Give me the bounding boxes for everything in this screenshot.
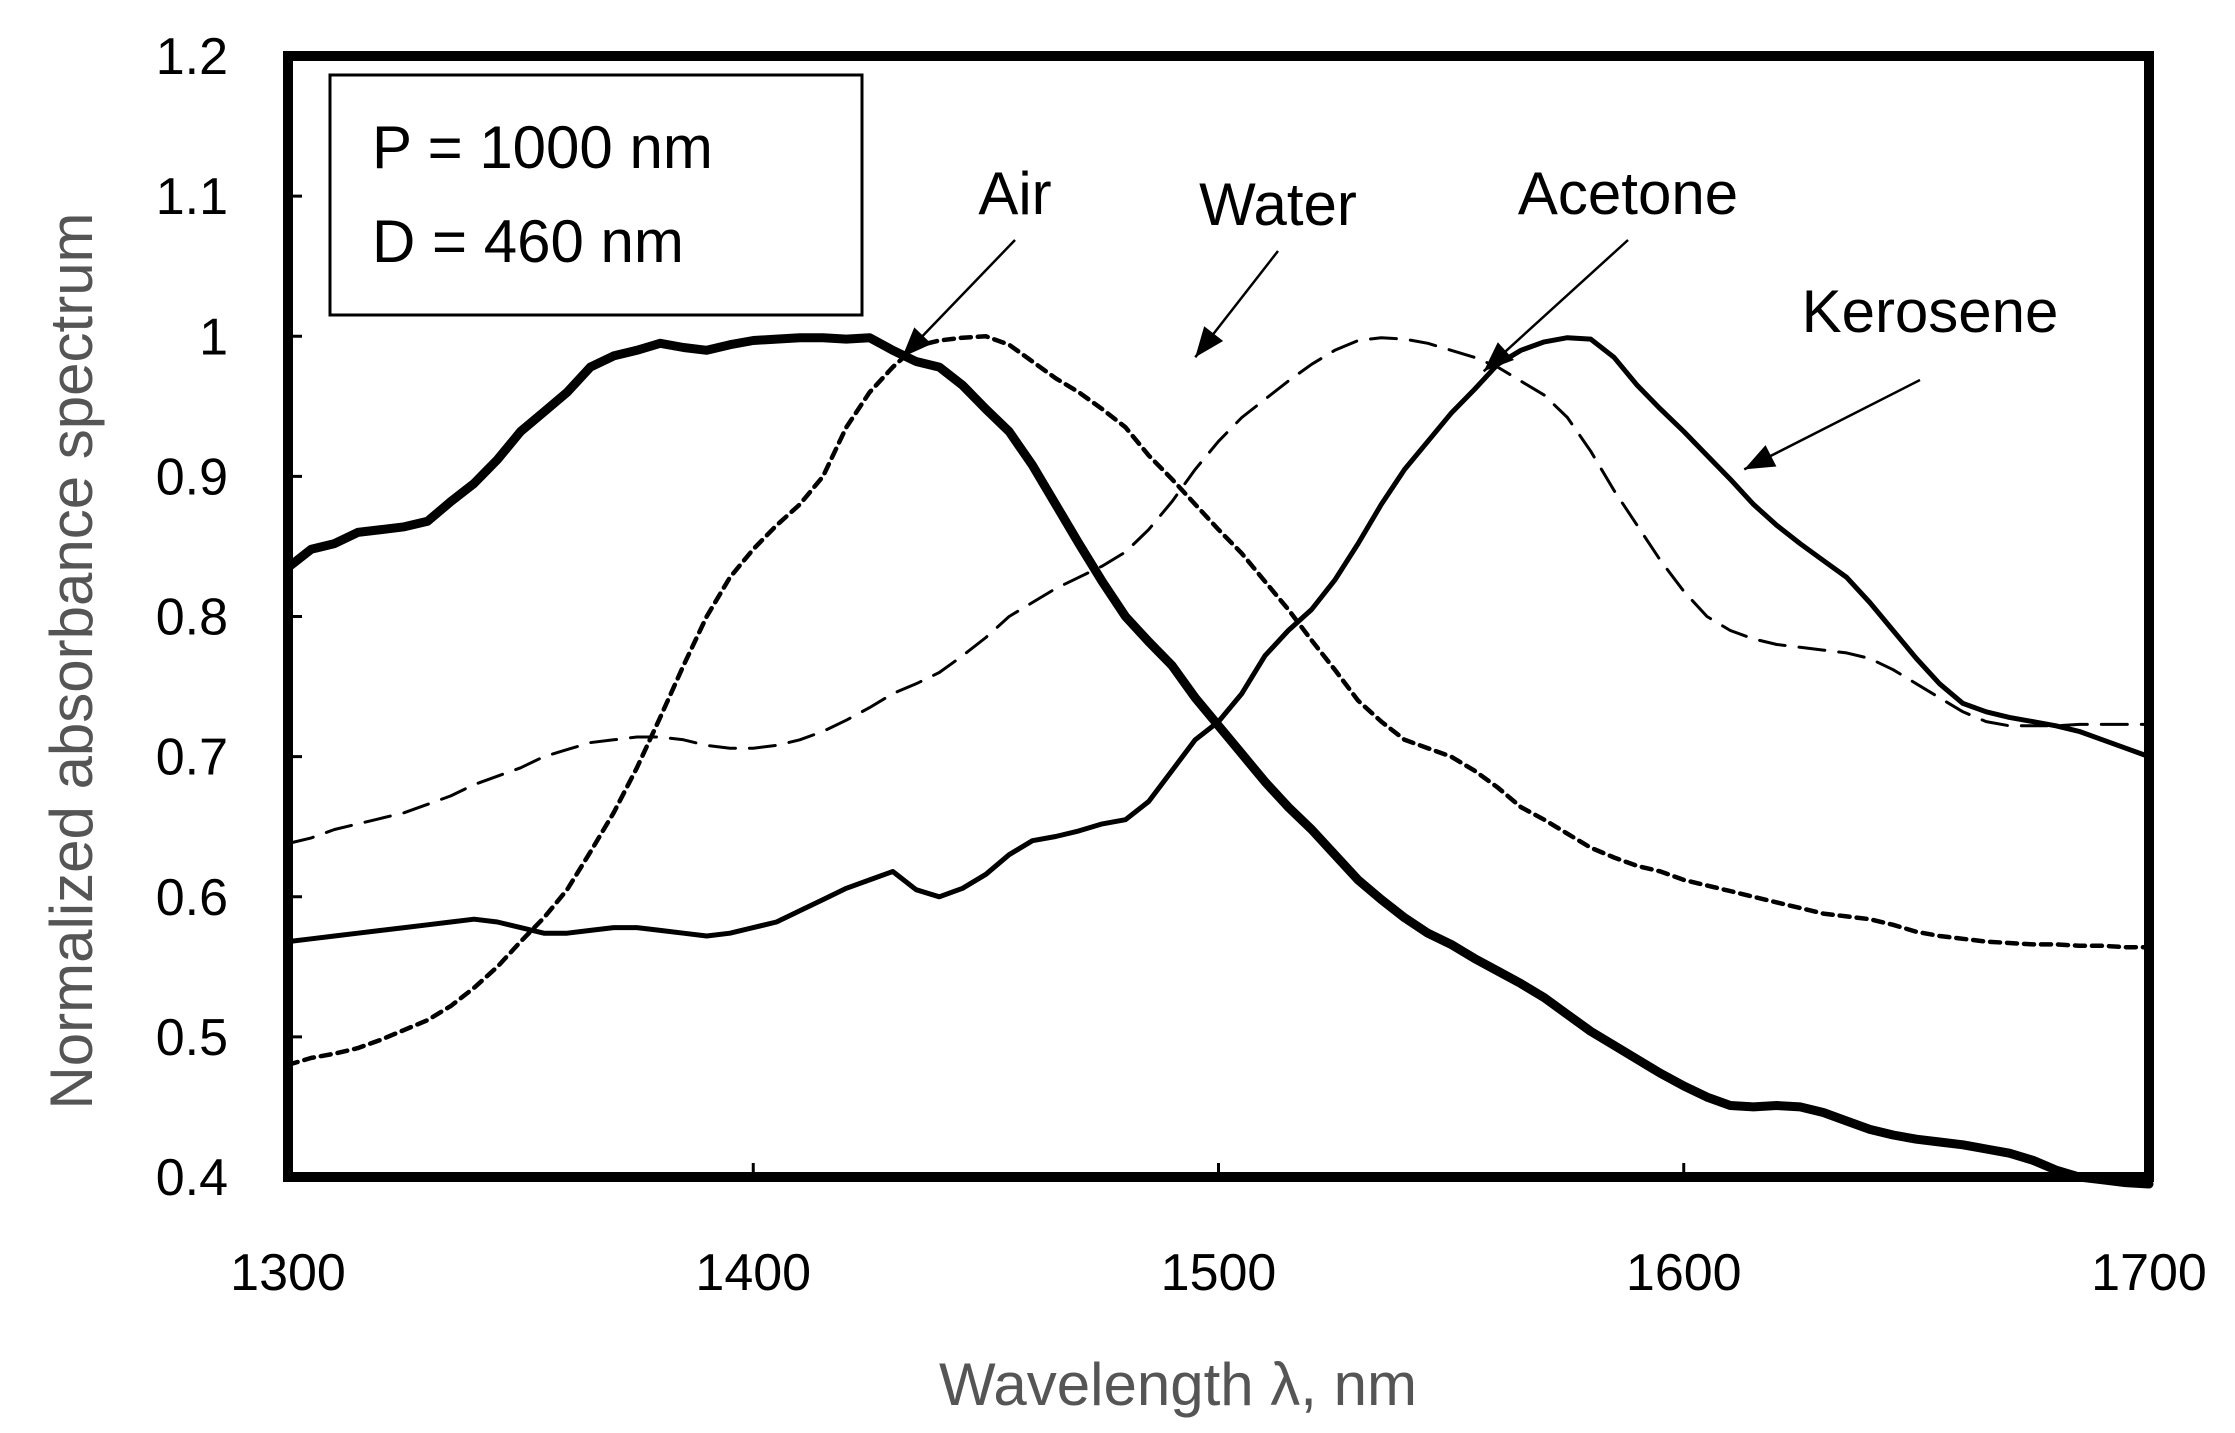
- y-tick-label: 0.9: [156, 448, 228, 506]
- x-axis-title: Wavelength λ, nm: [939, 1351, 1417, 1418]
- y-tick-label: 1.2: [156, 28, 228, 86]
- series-annotations: Air Water Acetone Kerosene: [901, 160, 2059, 471]
- annotation-arrowhead-acetone: [1483, 342, 1514, 372]
- annotation-arrowhead-kerosene: [1744, 445, 1777, 470]
- annotation-arrow-acetone: [1482, 239, 1629, 373]
- annotation-label-air: Air: [978, 160, 1051, 227]
- y-axis-title: Normalized absorbance spectrum: [38, 212, 105, 1109]
- x-tick-label: 1700: [2091, 1244, 2207, 1302]
- x-tick-label: 1400: [695, 1244, 811, 1302]
- parameter-box: [328, 73, 864, 317]
- x-tick-label: 1300: [230, 1244, 346, 1302]
- x-tick-label: 1600: [1626, 1244, 1742, 1302]
- x-tick-label: 1500: [1161, 1244, 1277, 1302]
- series-line-water: [285, 334, 2152, 1068]
- parameter-period: P = 1000 nm: [372, 114, 713, 181]
- annotation-label-kerosene: Kerosene: [1802, 278, 2059, 345]
- annotation-arrowhead-air: [902, 327, 932, 358]
- y-tick-label: 0.7: [156, 729, 228, 787]
- parameter-diameter: D = 460 nm: [372, 208, 684, 275]
- y-tick-label: 1: [199, 308, 228, 366]
- annotation-arrow-kerosene: [1743, 378, 1921, 471]
- y-tick-label: 1.1: [156, 168, 228, 226]
- series-line-acetone: [286, 336, 2151, 845]
- y-tick-label: 0.8: [156, 589, 228, 647]
- annotation-label-acetone: Acetone: [1518, 160, 1738, 227]
- y-tick-label: 0.6: [156, 869, 228, 927]
- plot-frame: [283, 51, 2154, 1182]
- y-tick-label: 0.5: [156, 1009, 228, 1067]
- annotation-arrowhead-water: [1195, 326, 1224, 358]
- series-line-kerosene: [285, 335, 2152, 945]
- x-tick-labels: 1300 1400 1500 1600 1700: [230, 1163, 2207, 1302]
- y-tick-label: 0.4: [156, 1149, 228, 1207]
- y-tick-labels: 0.4 0.5 0.6 0.7 0.8 0.9 1 1.1 1.2: [156, 28, 302, 1207]
- series-line-air: [283, 333, 2154, 1189]
- plot-lines: [283, 333, 2154, 1189]
- annotation-label-water: Water: [1199, 171, 1357, 238]
